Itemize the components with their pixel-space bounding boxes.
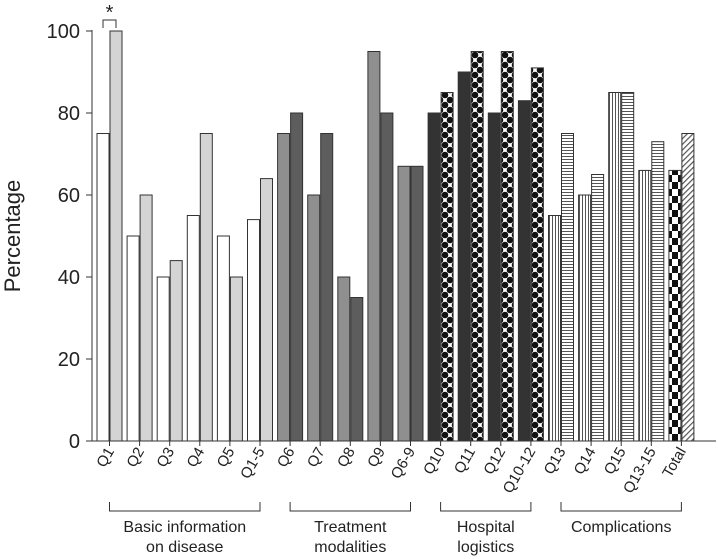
bar-q13-15-b	[651, 141, 665, 442]
bar-q9-b	[380, 112, 394, 442]
x-tick-label: Q7	[304, 445, 329, 471]
group-label: Treatment	[314, 519, 387, 536]
bar-q13-b	[561, 133, 574, 442]
bar-q2-a	[126, 235, 140, 442]
bar-q6-9-b	[410, 165, 424, 442]
bar-q10-a	[427, 112, 441, 442]
annotations: *	[102, 2, 117, 28]
x-tick-label: Q12	[480, 445, 509, 478]
group-label: modalities	[314, 539, 386, 556]
bar-q1-a	[96, 133, 110, 442]
group-label: Complications	[571, 519, 671, 536]
x-tick-label: Q10	[420, 445, 449, 478]
bar-q7-b	[320, 133, 334, 442]
y-tick-label: 20	[58, 349, 80, 371]
x-tick-label: Q4	[184, 445, 209, 471]
y-tick-label: 100	[47, 21, 80, 43]
bar-total-a	[668, 169, 682, 442]
significance-bracket	[102, 19, 117, 28]
bar-q1-b	[109, 30, 123, 442]
group-bracket	[109, 502, 261, 512]
x-tick-label: Q9	[364, 445, 389, 471]
y-axis-ticks: 0 20 40 60 80 100	[47, 21, 92, 453]
bar-q15-b	[621, 92, 635, 442]
bar-q1-5-b	[260, 178, 273, 442]
bar-q10-b	[440, 92, 454, 442]
bar-q6-a	[277, 133, 291, 442]
x-tick-label: Q6	[274, 445, 299, 471]
bar-q14-a	[578, 194, 592, 442]
x-tick-label: Q2	[123, 445, 148, 471]
bar-q9-a	[367, 51, 381, 442]
y-tick-label: 60	[58, 185, 80, 207]
x-tick-label: Q5	[214, 445, 239, 471]
bar-q6-9-a	[397, 165, 411, 442]
bar-q4-a	[186, 215, 200, 442]
bar-q5-a	[216, 235, 230, 442]
bar-q12-a	[487, 112, 501, 442]
x-tick-label: Q11	[451, 445, 479, 477]
y-axis-label: Percentage	[0, 180, 25, 293]
x-tick-label: Q1	[93, 445, 118, 471]
group-label: on disease	[146, 539, 223, 556]
bar-q7-a	[307, 194, 321, 442]
bar-q5-b	[229, 276, 243, 442]
bar-q3-a	[156, 276, 170, 442]
x-tick-label: Q1-5	[237, 445, 268, 482]
group-bracket	[289, 502, 411, 512]
x-tick-label: Q15	[601, 445, 630, 478]
bar-q8-a	[337, 276, 351, 442]
bar-total-b	[681, 133, 695, 442]
bar-q10-12-a	[517, 100, 531, 442]
bar-q10-12-b	[530, 67, 544, 442]
x-tick-label: Q13	[541, 445, 570, 478]
bar-q11-b	[470, 51, 484, 442]
group-bracket	[560, 502, 682, 512]
y-tick-label: 80	[58, 103, 80, 125]
y-tick-label: 40	[58, 267, 80, 289]
x-tick-label: Q6-9	[388, 445, 419, 482]
bar-q6-b	[290, 112, 304, 442]
category-groups: Basic information on disease Treatment moda…	[109, 502, 682, 556]
bar-q8-b	[350, 297, 364, 442]
bar-q14-b	[591, 174, 605, 442]
group-label: Basic information	[123, 519, 246, 536]
bar-q2-b	[139, 194, 153, 442]
bar-q13-15-a	[638, 169, 652, 442]
y-tick-label: 0	[69, 431, 80, 453]
x-tick-label: Q14	[571, 445, 600, 478]
group-label: logistics	[457, 539, 514, 556]
x-tick-label: Q8	[334, 445, 359, 471]
x-tick-label: Total	[659, 445, 690, 481]
bar-q15-a	[608, 92, 622, 442]
bar-q12-b	[500, 51, 514, 442]
x-tick-label: Q3	[153, 445, 178, 471]
significance-star: *	[106, 2, 114, 24]
bar-q13-a	[548, 215, 561, 442]
group-bracket	[440, 502, 532, 512]
bar-q11-a	[457, 71, 471, 442]
bar-q1-5-a	[247, 219, 260, 442]
bar-q3-b	[169, 260, 183, 442]
bar-q4-b	[199, 133, 213, 442]
bars	[96, 30, 695, 442]
group-label: Hospital	[457, 519, 515, 536]
